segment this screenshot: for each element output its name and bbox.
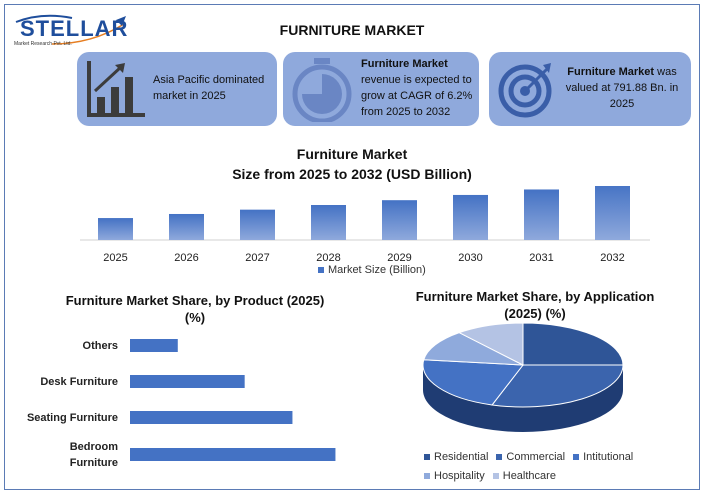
category-label: Seating Furniture (27, 412, 118, 424)
tick-label: 2026 (174, 252, 198, 264)
legend-swatch (492, 473, 499, 480)
market-size-chart: 2025 2026 2027 2028 2029 2030 2031 2032 (80, 186, 650, 264)
category-label: Desk Furniture (40, 376, 118, 388)
stopwatch-icon (292, 58, 352, 122)
category-label: Furniture (70, 457, 118, 469)
tick-label: 2031 (529, 252, 553, 264)
legend-item: Commercial (496, 451, 565, 463)
market-size-chart-title: Furniture Market Size from 2025 to 2032 (… (0, 144, 704, 184)
logo-swoosh-icon (15, 14, 126, 45)
category-label: Bedroom (70, 441, 119, 453)
legend-swatch (318, 267, 324, 274)
slice-residential (522, 322, 624, 366)
tick-label: 2030 (458, 252, 482, 264)
logo-text: STELLAR (20, 16, 129, 41)
info-card-region: Asia Pacific dominated market in 2025 (77, 52, 277, 126)
page-frame (4, 4, 700, 490)
application-pie-chart (422, 322, 624, 432)
title-line2: (2025) (%) (504, 306, 566, 321)
legend-label: Healthcare (502, 470, 556, 482)
card-text: Asia Pacific dominated market in 2025 (153, 74, 265, 102)
legend-item: Intitutional (573, 451, 633, 463)
legend-swatch (424, 473, 430, 480)
tick-label: 2029 (387, 252, 411, 264)
legend-label: Market Size (Billion) (328, 264, 426, 276)
bar-bedroom-furniture (130, 448, 336, 461)
bar-2029 (382, 200, 417, 240)
title-line1: Furniture Market (296, 146, 408, 162)
bar-2026 (169, 213, 204, 240)
legend-swatch (424, 454, 430, 461)
logo: STELLAR Market Research Pvt. Ltd. (12, 12, 132, 48)
legend-label: Hospitality (434, 470, 485, 482)
slice-intitutional (422, 359, 524, 406)
bar-chart-growth-icon (87, 61, 145, 117)
info-card-value: Furniture Market was valued at 791.88 Bn… (489, 52, 691, 126)
product-share-chart: Others Desk Furniture Seating Furniture Bed… (27, 339, 336, 469)
legend-label: Residential (434, 451, 489, 463)
target-icon (498, 63, 552, 118)
legend-item: Healthcare (492, 470, 556, 482)
legend-label: Commercial (506, 451, 566, 463)
card-text: revenue is expected to grow at CAGR of 6… (361, 74, 473, 118)
bar-2032 (595, 186, 630, 240)
card-text: was valued at 791.88 Bn. in 2025 (565, 66, 679, 110)
tick-label: 2027 (245, 252, 269, 264)
bar-2031 (524, 189, 559, 240)
product-chart-title: Furniture Market Share, by Product (2025… (40, 292, 350, 326)
slice-healthcare (457, 322, 524, 366)
tick-label: 2025 (103, 252, 127, 264)
slice-commercial (491, 364, 624, 408)
category-label: Others (83, 340, 118, 352)
market-size-legend: Market Size (Billion) (318, 264, 426, 276)
legend-swatch (496, 454, 503, 461)
legend-label: Intitutional (583, 451, 634, 463)
slice-hospitality (423, 332, 524, 366)
legend-swatch (573, 454, 580, 461)
title-line1: Furniture Market Share, by Application (415, 289, 655, 304)
card-bold: Furniture Market (361, 58, 448, 71)
bar-2030 (453, 194, 488, 240)
info-card-cagr: Furniture Market revenue is expected to g… (283, 52, 479, 126)
tick-label: 2028 (316, 252, 340, 264)
bar-desk-furniture (130, 375, 245, 388)
card-bold: Furniture Market (567, 66, 655, 79)
tick-label: 2032 (600, 252, 624, 264)
bar-others (130, 339, 178, 352)
application-chart-title: Furniture Market Share, by Application (2… (400, 288, 670, 322)
pie-legend: Residential Commercial Intitutional Hospita… (424, 448, 664, 486)
bar-2025 (98, 218, 133, 240)
bar-seating-furniture (130, 411, 293, 424)
title-line2: Size from 2025 to 2032 (USD Billion) (232, 166, 472, 182)
page-title: FURNITURE MARKET (279, 22, 425, 38)
logo-tagline: Market Research Pvt. Ltd. (14, 41, 72, 47)
bar-2028 (311, 205, 346, 240)
legend-item: Hospitality (424, 470, 485, 482)
title-line1: Furniture Market Share, by Product (2025… (65, 293, 325, 308)
legend-item: Residential (424, 451, 488, 463)
bar-2027 (240, 209, 275, 240)
title-line2: (%) (184, 310, 206, 325)
